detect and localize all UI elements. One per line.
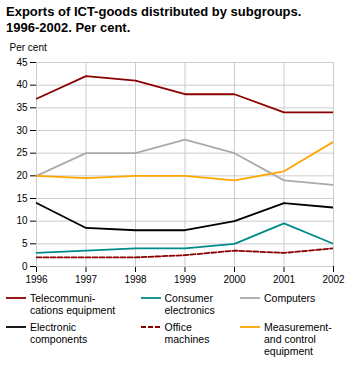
svg-text:20: 20 bbox=[16, 170, 28, 181]
svg-text:40: 40 bbox=[16, 79, 28, 90]
html-text:Measurement- and control equip: Measurement- and control equipment bbox=[264, 321, 332, 357]
svg-text:2001: 2001 bbox=[273, 274, 296, 285]
svg-text:2002: 2002 bbox=[322, 274, 345, 285]
svg-text:2000: 2000 bbox=[223, 274, 246, 285]
html-text:Telecommuni- cations equipment: Telecommuni- cations equipment bbox=[30, 292, 116, 316]
html-text:Consumer electronics: Consumer electronics bbox=[164, 292, 215, 316]
svg-text:5: 5 bbox=[22, 238, 28, 249]
svg-text:0: 0 bbox=[22, 261, 28, 272]
svg-text:1999: 1999 bbox=[174, 274, 197, 285]
svg-text:35: 35 bbox=[16, 102, 28, 113]
html-text:Office machines: Office machines bbox=[164, 321, 210, 345]
html-text:Electronic components: Electronic components bbox=[30, 321, 88, 345]
svg-text:15: 15 bbox=[16, 193, 28, 204]
svg-text:10: 10 bbox=[16, 215, 28, 226]
svg-text:30: 30 bbox=[16, 125, 28, 136]
html-text:Exports of ICT-goods distribut: Exports of ICT-goods distributed by subg… bbox=[6, 4, 302, 35]
html-text:Computers: Computers bbox=[264, 292, 316, 304]
svg-text:45: 45 bbox=[16, 57, 28, 68]
svg-text:1998: 1998 bbox=[124, 274, 147, 285]
svg-text:1996: 1996 bbox=[25, 274, 48, 285]
svg-text:1997: 1997 bbox=[75, 274, 98, 285]
svg-text:Per cent: Per cent bbox=[10, 42, 47, 53]
svg-text:25: 25 bbox=[16, 147, 28, 158]
